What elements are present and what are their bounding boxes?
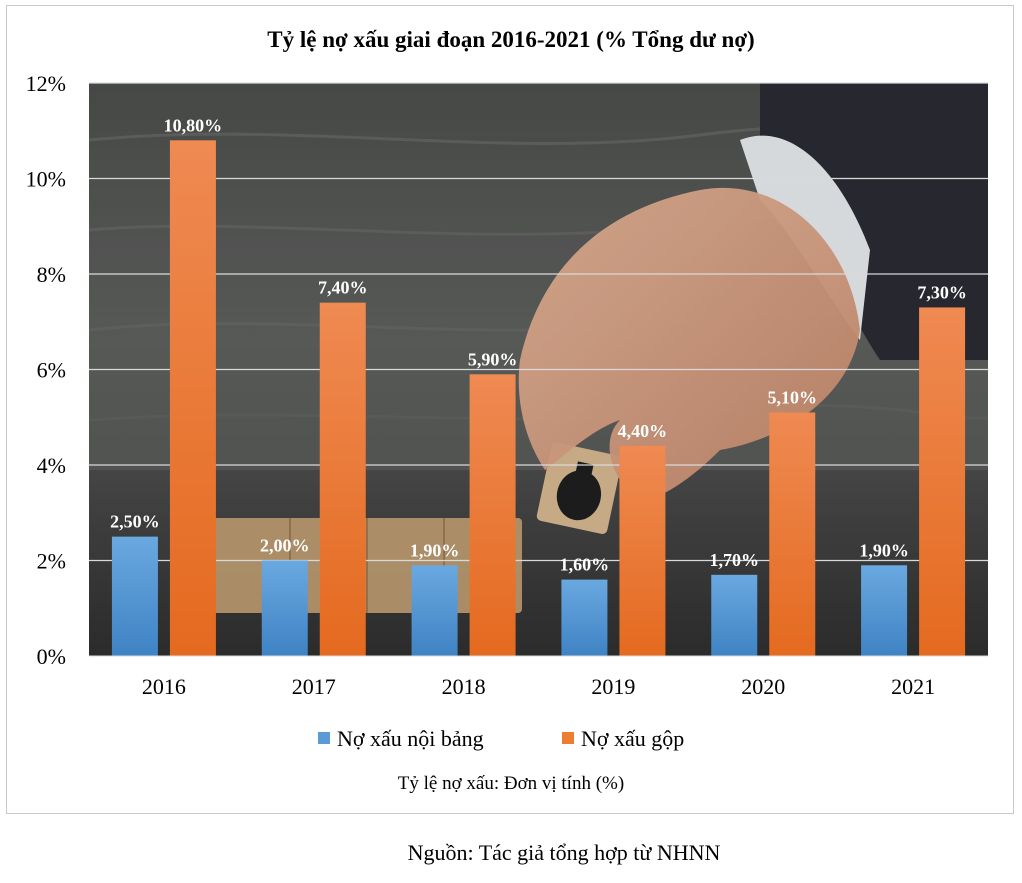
bars <box>111 140 966 657</box>
data-label-noibang-2021: 1,90% <box>859 540 909 560</box>
data-label-gop-2017: 7,40% <box>318 278 368 298</box>
legend-swatch-gop <box>562 732 574 744</box>
data-label-noibang-2016: 2,50% <box>110 512 160 532</box>
x-tick-label: 2019 <box>591 674 635 699</box>
y-tick-label: 6% <box>37 358 66 383</box>
bar-gop-2018 <box>469 374 516 656</box>
source-note: Nguồn: Tác giả tổng hợp từ NHNN <box>407 840 721 865</box>
data-label-noibang-2020: 1,70% <box>710 550 760 570</box>
y-tick-label: 10% <box>26 167 66 192</box>
data-label-noibang-2019: 1,60% <box>560 555 610 575</box>
y-tick-label: 12% <box>26 71 66 96</box>
y-tick-label: 8% <box>37 262 66 287</box>
legend: Nợ xấu nội bảng Nợ xấu gộp <box>318 726 684 751</box>
bar-noibang-2017 <box>261 560 308 656</box>
bar-gop-2021 <box>919 307 966 656</box>
x-tick-label: 2021 <box>891 674 935 699</box>
data-label-gop-2020: 5,10% <box>768 387 818 407</box>
chart-title: Tỷ lệ nợ xấu giai đoạn 2016-2021 (% Tổng… <box>267 27 754 52</box>
data-label-gop-2021: 7,30% <box>917 282 967 302</box>
bar-gop-2016 <box>169 140 216 657</box>
bar-gop-2017 <box>319 302 366 656</box>
legend-swatch-noibang <box>318 732 330 744</box>
x-tick-label: 2017 <box>292 674 336 699</box>
data-label-noibang-2018: 1,90% <box>410 540 460 560</box>
bar-noibang-2020 <box>711 574 758 656</box>
gridlines <box>89 82 988 562</box>
bar-noibang-2016 <box>111 536 158 656</box>
data-label-noibang-2017: 2,00% <box>260 536 310 556</box>
y-axis: 0% 2% 4% 6% 8% 10% 12% <box>26 71 66 669</box>
bar-gop-2019 <box>619 445 666 656</box>
bar-noibang-2019 <box>561 579 608 656</box>
x-tick-label: 2018 <box>442 674 486 699</box>
y-tick-label: 0% <box>37 644 66 669</box>
y-tick-label: 2% <box>37 549 66 574</box>
unit-note: Tỷ lệ nợ xấu: Đơn vị tính (%) <box>398 773 624 794</box>
bar-chart: Tỷ lệ nợ xấu giai đoạn 2016-2021 (% Tổng… <box>26 27 988 794</box>
bar-noibang-2018 <box>411 565 458 656</box>
data-label-gop-2018: 5,90% <box>468 349 518 369</box>
data-label-gop-2019: 4,40% <box>618 421 668 441</box>
legend-label-gop: Nợ xấu gộp <box>581 726 684 751</box>
data-labels: 2,50% 10,80% 2,00% 7,40% 1,90% 5,90% 1,60% 4,40… <box>110 115 967 574</box>
bar-gop-2020 <box>769 412 816 656</box>
legend-label-noibang: Nợ xấu nội bảng <box>337 726 484 751</box>
data-label-gop-2016: 10,80% <box>164 115 223 135</box>
x-axis: 2016 2017 2018 2019 2020 2021 <box>142 674 935 699</box>
x-tick-label: 2016 <box>142 674 186 699</box>
bar-noibang-2021 <box>861 565 908 656</box>
x-tick-label: 2020 <box>741 674 785 699</box>
y-tick-label: 4% <box>37 453 66 478</box>
